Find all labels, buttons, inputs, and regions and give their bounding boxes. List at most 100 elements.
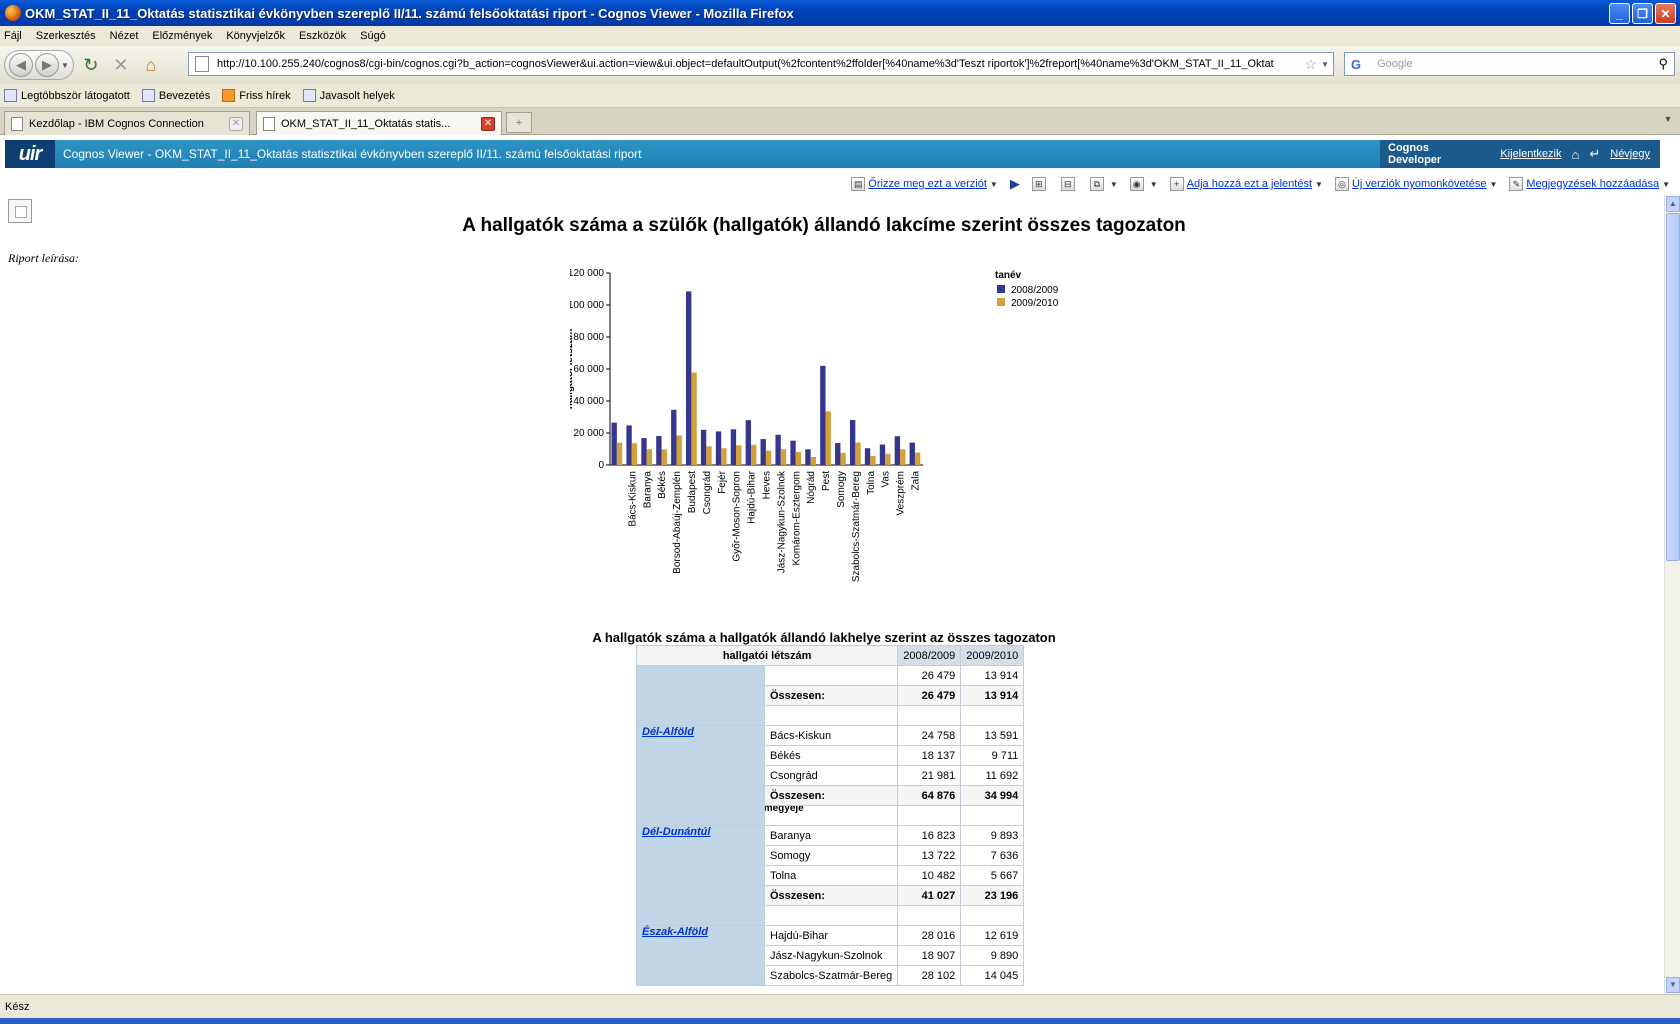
window-controls: _ ❐ ✕ <box>1609 3 1676 24</box>
related-links-button[interactable]: ⧉ ▼ <box>1089 177 1118 191</box>
tab-cognos-connection[interactable]: Kezdőlap - IBM Cognos Connection ✕ <box>4 111 250 135</box>
menu-bookmarks[interactable]: Könyvjelzők <box>226 30 286 42</box>
add-report-link[interactable]: Adja hozzá ezt a jelentést <box>1186 178 1313 190</box>
bookmark-most-visited[interactable]: Legtöbbször látogatott <box>4 89 130 102</box>
bar-2008-2009 <box>864 448 871 465</box>
drill-up-icon[interactable]: ⊟ <box>1060 177 1075 191</box>
tab-report[interactable]: OKM_STAT_II_11_Oktatás statis... ✕ <box>256 111 502 136</box>
table-row: Dél-Dunántúl Baranya 16 823 9 893 <box>636 825 1025 926</box>
back-icon[interactable]: ◀ <box>9 53 33 77</box>
menu-file[interactable]: Fájl <box>4 30 22 42</box>
vertical-scrollbar[interactable]: ▲ ▼ <box>1664 195 1680 994</box>
menu-tools[interactable]: Eszközök <box>299 30 347 42</box>
window-title: OKM_STAT_II_11_Oktatás statisztikai évkö… <box>25 5 794 21</box>
add-comments-menu[interactable]: ✎ Megjegyzések hozzáadása ▼ <box>1509 177 1670 191</box>
close-tab-icon[interactable]: ✕ <box>229 117 243 131</box>
scroll-up-icon[interactable]: ▲ <box>1666 196 1680 212</box>
total-label: Összesen: <box>763 885 899 906</box>
search-box[interactable]: G Google ⚲ <box>1344 52 1675 76</box>
toc-toggle-icon[interactable] <box>8 199 32 223</box>
new-tab-button[interactable]: + <box>506 112 532 133</box>
bar-2008-2009 <box>626 425 632 465</box>
bookmark-intro[interactable]: Bevezetés <box>141 89 210 102</box>
uir-logo: uir <box>5 140 55 168</box>
chevron-down-icon[interactable]: ▼ <box>1315 179 1323 189</box>
about-link[interactable]: Névjegy <box>1610 148 1650 160</box>
track-versions-menu[interactable]: ◎ Új verziók nyomonkövetése ▼ <box>1334 177 1498 191</box>
minimize-button[interactable]: _ <box>1609 3 1630 24</box>
forward-icon[interactable]: ▶ <box>35 53 59 77</box>
bookmark-suggested[interactable]: Javasolt helyek <box>302 89 395 102</box>
scroll-thumb[interactable] <box>1666 213 1680 561</box>
bar-2009-2010 <box>825 411 831 465</box>
x-tick-label: Komárom-Esztergom <box>791 471 802 565</box>
drill-down-icon[interactable]: ⊞ <box>1031 177 1046 191</box>
county-cell: Békés <box>763 745 899 766</box>
menu-edit[interactable]: Szerkesztés <box>35 30 96 42</box>
stop-icon[interactable]: ✕ <box>113 54 129 75</box>
bar-2008-2009 <box>730 429 737 465</box>
tab-list-icon[interactable]: ▼ <box>1663 114 1673 124</box>
firefox-icon <box>5 5 21 21</box>
play-icon[interactable]: ▶ <box>1009 176 1020 191</box>
value-cell: 10 482 <box>897 865 962 886</box>
add-report-menu[interactable]: + Adja hozzá ezt a jelentést ▼ <box>1169 177 1323 191</box>
y-tick-label: 0 <box>598 460 604 471</box>
chevron-down-icon[interactable]: ▼ <box>1149 179 1158 189</box>
menu-history[interactable]: Előzmények <box>152 30 213 42</box>
value-cell: 9 890 <box>960 945 1025 966</box>
drill-up-button[interactable]: ⊟ <box>1060 177 1078 191</box>
y-tick-label: 20 000 <box>573 428 604 439</box>
logout-link[interactable]: Kijelentkezik <box>1500 148 1562 160</box>
keep-version-menu[interactable]: ▤ Őrizze meg ezt a verziót ▼ <box>851 177 998 191</box>
value-cell: 18 907 <box>897 945 962 966</box>
chevron-down-icon[interactable]: ▼ <box>989 179 998 189</box>
drill-down-button[interactable]: ⊞ <box>1031 177 1049 191</box>
html-format-icon[interactable]: ◉ <box>1129 177 1144 191</box>
bar-2008-2009 <box>656 435 662 465</box>
search-icon[interactable]: ⚲ <box>1658 56 1668 71</box>
url-text[interactable]: http://10.100.255.240/cognos8/cgi-bin/co… <box>217 58 1274 70</box>
chevron-down-icon[interactable]: ▼ <box>1109 179 1118 189</box>
region-link[interactable]: Észak-Alföld <box>642 926 709 938</box>
region-link[interactable]: Dél-Alföld <box>642 726 694 738</box>
return-icon[interactable]: ↵ <box>1589 146 1601 161</box>
url-dropdown-icon[interactable]: ▼ <box>1321 59 1329 69</box>
reload-icon[interactable]: ↻ <box>83 54 99 75</box>
menu-help[interactable]: Súgó <box>360 30 386 42</box>
home-icon[interactable]: ⌂ <box>1571 146 1580 162</box>
bar-2008-2009 <box>894 436 901 465</box>
scroll-down-icon[interactable]: ▼ <box>1666 977 1680 993</box>
close-window-button[interactable]: ✕ <box>1655 3 1676 24</box>
track-versions-link[interactable]: Új verziók nyomonkövetése <box>1351 178 1487 190</box>
keep-version-link[interactable]: Őrizze meg ezt a verziót <box>868 178 987 190</box>
value-cell: 14 045 <box>960 965 1025 986</box>
google-icon[interactable]: G <box>1351 56 1362 72</box>
run-button[interactable]: ▶ <box>1010 176 1020 192</box>
bar-2009-2010 <box>706 446 712 465</box>
region-link[interactable]: Dél-Dunántúl <box>642 826 711 838</box>
bookmark-star-icon[interactable]: ☆ <box>1304 55 1318 72</box>
bar-2008-2009 <box>790 440 796 465</box>
bookmark-news[interactable]: Friss hírek <box>222 89 291 102</box>
total-value: 41 027 <box>897 885 962 906</box>
maximize-button[interactable]: ❐ <box>1632 3 1653 24</box>
search-input[interactable]: Google <box>1377 58 1413 70</box>
x-tick-label: Heves <box>762 471 773 499</box>
cognos-header: uir Cognos Viewer - OKM_STAT_II_11_Oktat… <box>0 135 1680 173</box>
close-tab-icon[interactable]: ✕ <box>481 117 495 131</box>
add-comments-link[interactable]: Megjegyzések hozzáadása <box>1526 178 1660 190</box>
chevron-down-icon[interactable]: ▼ <box>1489 179 1498 189</box>
address-bar[interactable]: http://10.100.255.240/cognos8/cgi-bin/co… <box>188 52 1334 76</box>
menu-view[interactable]: Nézet <box>109 30 139 42</box>
value-cell: 11 692 <box>960 765 1025 786</box>
home-icon[interactable]: ⌂ <box>145 54 157 75</box>
report-toolbar: ▤ Őrizze meg ezt a verziót ▼ ▶ ⊞ ⊟ ⧉ ▼ ◉ ▼ +… <box>0 173 1680 195</box>
chevron-down-icon[interactable]: ▼ <box>1662 179 1670 189</box>
bar-2008-2009 <box>686 291 692 465</box>
history-dropdown-icon[interactable]: ▼ <box>61 60 69 70</box>
view-format-button[interactable]: ◉ ▼ <box>1129 177 1158 191</box>
column-header: 2008/2009 <box>897 645 962 666</box>
related-links-icon[interactable]: ⧉ <box>1089 177 1104 191</box>
bar-2009-2010 <box>855 442 861 465</box>
